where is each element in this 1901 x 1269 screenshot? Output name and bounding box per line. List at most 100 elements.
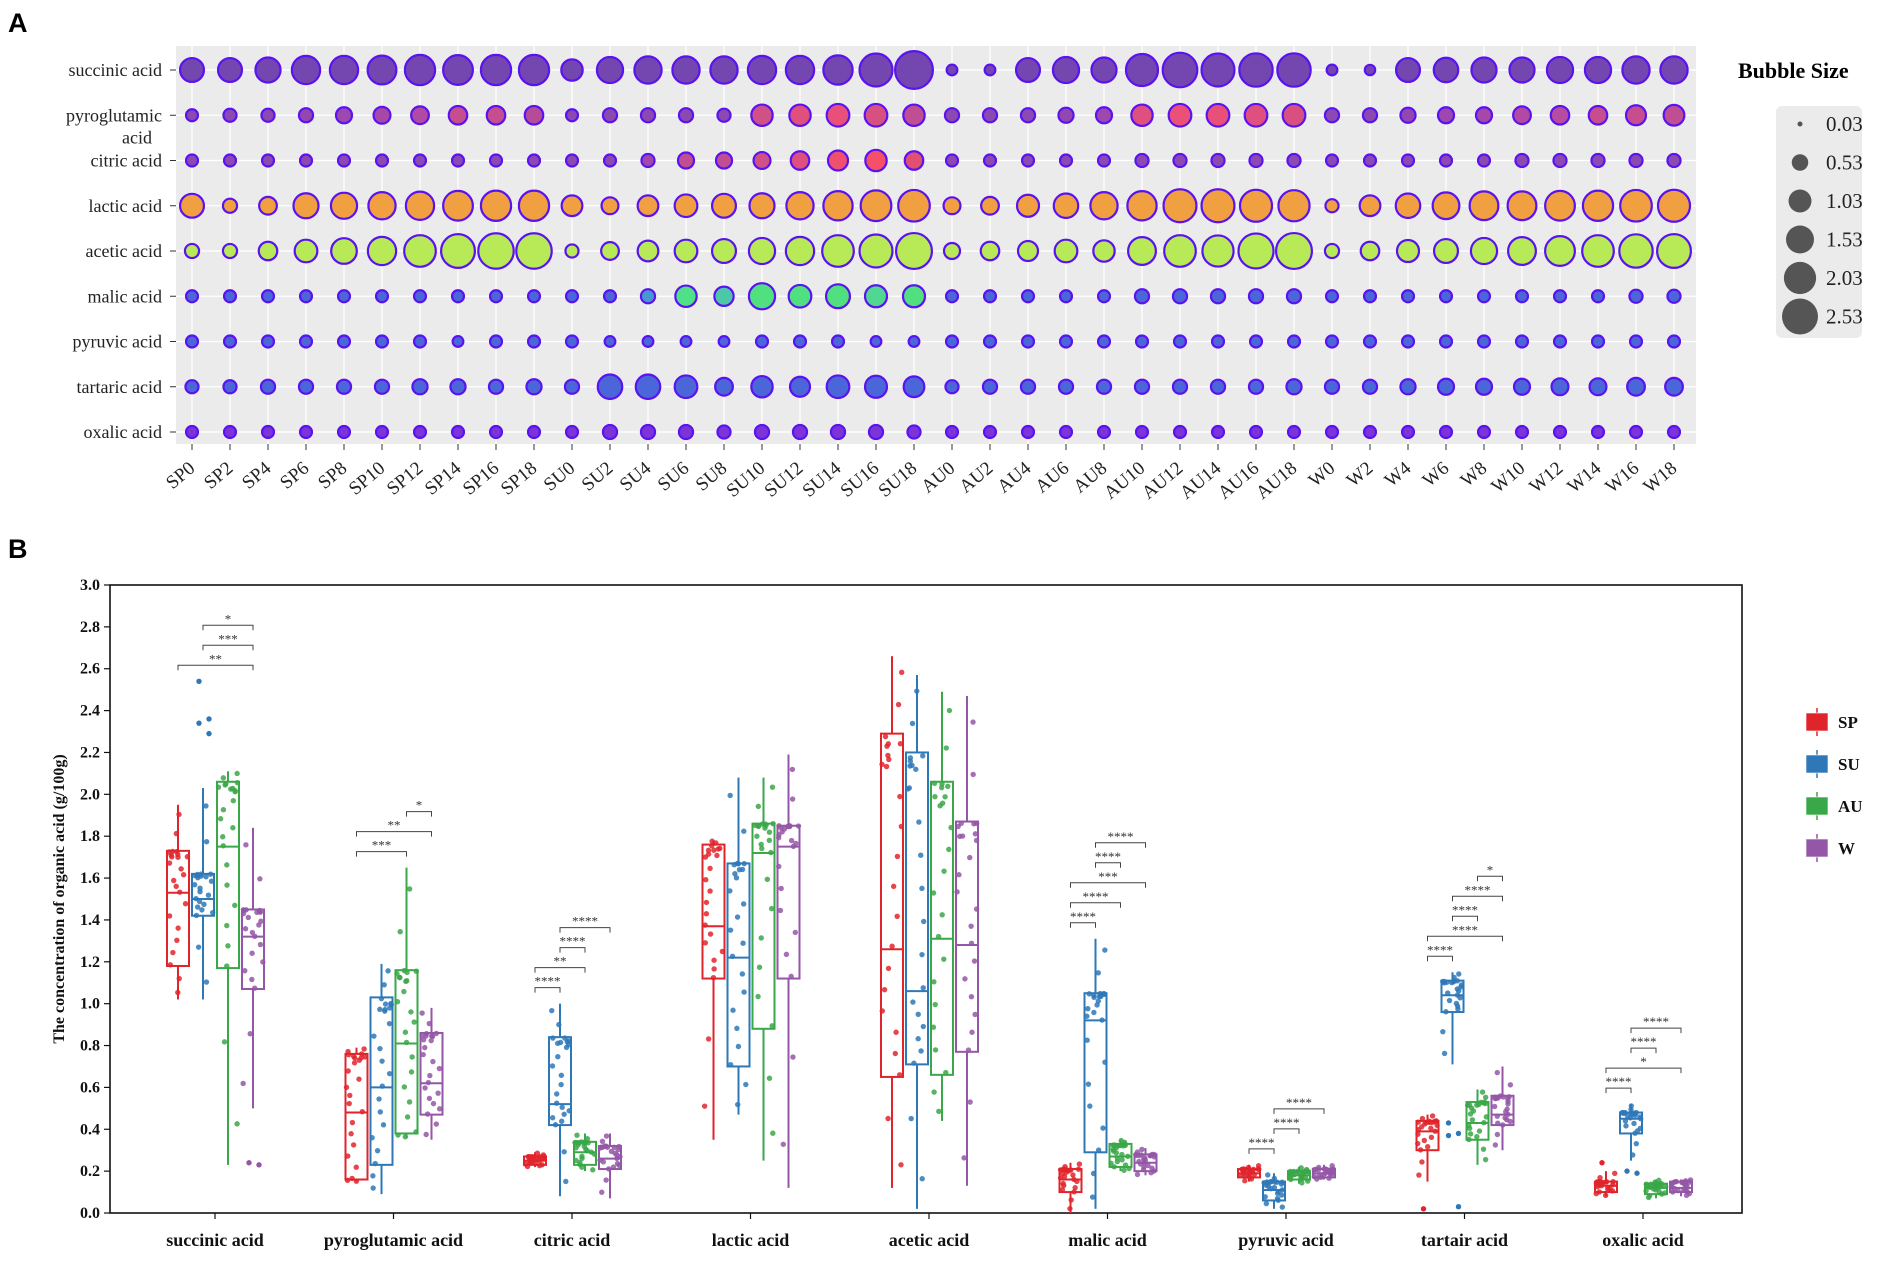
bubble (1394, 192, 1422, 220)
data-point (534, 1150, 541, 1156)
y-tick-label: oxalic acid (84, 422, 162, 442)
y-tick-label: 0.6 (80, 1079, 100, 1096)
bubble (1286, 334, 1302, 349)
data-point (897, 741, 904, 747)
data-point (1610, 1179, 1616, 1185)
data-point (345, 1068, 351, 1074)
bubble (515, 232, 553, 270)
data-point (249, 950, 255, 956)
data-point (1504, 1106, 1510, 1112)
data-point (173, 883, 179, 890)
data-point (1245, 1164, 1252, 1171)
data-point (1479, 1089, 1486, 1095)
data-point (401, 1084, 408, 1090)
data-point (911, 1060, 917, 1066)
significance-label: * (1487, 862, 1494, 877)
data-point (918, 1048, 924, 1054)
bubble (1400, 424, 1416, 440)
bubble (517, 189, 551, 222)
data-point (232, 902, 238, 909)
bubble (1134, 424, 1150, 440)
data-point (433, 1121, 439, 1127)
bubble (1324, 289, 1340, 304)
bubble (1549, 104, 1571, 126)
bubble (944, 289, 960, 304)
data-point (1633, 1140, 1640, 1147)
data-point (920, 985, 926, 991)
bubble (636, 239, 660, 263)
data-point (563, 1178, 569, 1185)
data-point (1121, 1167, 1127, 1173)
data-point (616, 1143, 622, 1150)
data-point (1299, 1180, 1305, 1186)
data-point (1467, 1131, 1474, 1137)
data-point (561, 1111, 567, 1117)
significance-label: * (416, 798, 423, 813)
data-point (210, 909, 216, 916)
data-point (1440, 978, 1446, 985)
bubble (1361, 378, 1379, 395)
data-point (936, 1108, 942, 1114)
data-point (169, 854, 175, 860)
bubble (1628, 424, 1644, 440)
data-point (907, 755, 914, 761)
y-tick-label: 0.4 (80, 1121, 100, 1138)
data-point (240, 907, 247, 913)
bubble (1210, 424, 1226, 440)
data-point (257, 876, 263, 882)
bubble (1508, 56, 1536, 84)
legend-bubble-label: 1.53 (1826, 228, 1863, 252)
data-point (734, 914, 741, 920)
data-point (224, 862, 230, 868)
data-point (709, 843, 715, 849)
bubble (639, 107, 657, 124)
data-point (790, 1054, 796, 1060)
bubble (1020, 334, 1036, 349)
bubble (526, 289, 542, 304)
data-point (197, 885, 203, 891)
bubble (1432, 237, 1460, 265)
bubble (1286, 424, 1302, 440)
data-point (234, 770, 240, 777)
data-point (930, 1024, 937, 1030)
bubble (863, 374, 889, 399)
category-label: lactic acid (712, 1230, 789, 1250)
data-point (1279, 1187, 1286, 1193)
significance-bracket (202, 624, 254, 631)
bubble (1286, 152, 1302, 169)
bubble (1664, 376, 1684, 397)
data-point (388, 1002, 394, 1008)
data-point (1483, 1114, 1490, 1120)
data-point (424, 1111, 431, 1117)
data-point (1095, 970, 1101, 976)
data-point (256, 908, 263, 915)
legend-key (1805, 754, 1829, 774)
significance-label: **** (535, 974, 561, 989)
outlier-point (1445, 1120, 1452, 1126)
data-point (920, 753, 926, 759)
bubble (451, 335, 465, 348)
x-tick-label: SP6 (276, 458, 313, 494)
bubble (982, 153, 998, 168)
bubble (254, 56, 282, 84)
data-point (170, 877, 177, 884)
outlier-point (1634, 1170, 1640, 1176)
data-point (1067, 1205, 1073, 1212)
legend-bubble-label: 0.53 (1826, 151, 1863, 175)
bubble (714, 376, 734, 397)
bubble (1399, 106, 1417, 124)
y-tick-label: 1.8 (80, 828, 100, 845)
data-point (370, 1185, 376, 1191)
data-point (240, 1080, 246, 1087)
data-point (556, 1021, 562, 1028)
data-point (1419, 1159, 1425, 1165)
x-tick-label: SP18 (497, 458, 541, 500)
data-point (1102, 1059, 1108, 1065)
data-point (223, 781, 229, 787)
bubble (1507, 236, 1537, 266)
legend-label: W (1838, 839, 1855, 858)
significance-label: * (225, 611, 232, 626)
data-point (969, 1029, 975, 1035)
data-point (898, 823, 905, 830)
bubble (216, 56, 244, 84)
